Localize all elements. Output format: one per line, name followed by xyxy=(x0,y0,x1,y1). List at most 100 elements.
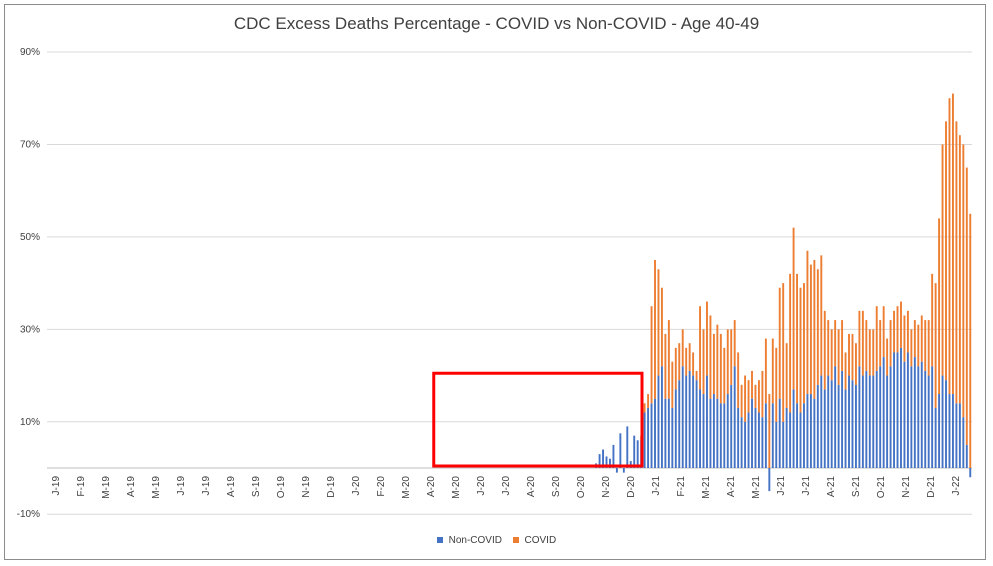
y-tick-label: 30% xyxy=(20,324,40,335)
bar-non-covid xyxy=(719,403,722,468)
bar-non-covid xyxy=(636,440,639,468)
bar-non-covid xyxy=(868,375,871,468)
bar-non-covid xyxy=(796,403,798,468)
x-tick-label: N-20 xyxy=(601,476,612,498)
bar-covid xyxy=(712,333,715,395)
bar-covid xyxy=(660,287,663,367)
bar-covid xyxy=(910,329,913,367)
legend-label-covid: COVID xyxy=(524,535,557,546)
bar-non-covid xyxy=(768,468,771,492)
bar-non-covid xyxy=(775,421,778,468)
bar-non-covid xyxy=(910,366,913,468)
bar-covid xyxy=(709,315,712,399)
bar-non-covid xyxy=(882,357,885,468)
bar-non-covid xyxy=(764,403,767,468)
bar-non-covid xyxy=(913,357,916,468)
bar-covid xyxy=(768,394,771,468)
bar-covid xyxy=(664,333,667,399)
bar-covid xyxy=(913,320,916,358)
bar-covid xyxy=(841,320,844,371)
bar-covid xyxy=(657,269,660,376)
bar-non-covid xyxy=(660,366,663,468)
bar-non-covid xyxy=(792,389,795,468)
bar-covid xyxy=(816,269,819,385)
bar-covid xyxy=(803,283,805,404)
bar-non-covid xyxy=(948,394,951,468)
bar-covid xyxy=(719,333,722,404)
bar-covid xyxy=(958,135,961,404)
bar-non-covid xyxy=(951,394,954,468)
bar-non-covid xyxy=(806,394,809,468)
bar-covid xyxy=(775,347,778,422)
y-tick-label: 50% xyxy=(20,232,40,243)
x-tick-label: D-20 xyxy=(626,476,637,498)
bar-covid xyxy=(674,347,677,390)
bar-covid xyxy=(844,352,847,390)
bar-covid xyxy=(875,306,878,371)
bar-non-covid xyxy=(958,403,961,468)
bar-covid xyxy=(879,320,882,367)
bar-non-covid xyxy=(688,370,691,468)
legend-item-non-covid: Non-COVID xyxy=(436,535,502,546)
x-tick-label: A-19 xyxy=(126,476,137,498)
x-tick-label: J-20 xyxy=(501,476,512,496)
x-tick-label: S-20 xyxy=(551,476,562,498)
bar-non-covid xyxy=(706,375,708,468)
bar-non-covid xyxy=(747,412,750,468)
bar-covid xyxy=(854,343,857,385)
bar-covid xyxy=(771,338,774,404)
bar-non-covid xyxy=(716,398,719,468)
bar-covid xyxy=(962,144,965,418)
bar-covid xyxy=(764,338,767,404)
bar-covid xyxy=(865,320,868,371)
bar-covid xyxy=(851,333,854,381)
bar-covid xyxy=(900,301,902,348)
bar-non-covid xyxy=(945,380,947,468)
bar-covid xyxy=(733,320,736,367)
bar-covid xyxy=(706,301,708,376)
bar-covid xyxy=(924,320,927,371)
x-tick-label: J-21 xyxy=(801,476,812,496)
x-tick-label: M-21 xyxy=(751,476,762,499)
x-tick-label: J-19 xyxy=(176,476,187,496)
bar-covid xyxy=(681,329,684,367)
bar-covid xyxy=(955,121,958,404)
x-tick-label: S-21 xyxy=(851,476,862,498)
gridlines xyxy=(47,51,972,515)
bar-covid xyxy=(896,306,899,353)
bar-covid xyxy=(799,287,802,413)
bar-non-covid xyxy=(671,407,674,468)
bar-non-covid xyxy=(761,417,764,468)
x-tick-label: A-20 xyxy=(526,476,537,498)
bar-covid xyxy=(827,320,830,376)
x-tick-label: O-19 xyxy=(276,476,287,499)
x-tick-label: A-20 xyxy=(426,476,437,498)
bar-covid xyxy=(941,144,944,376)
x-tick-label: N-21 xyxy=(901,476,912,498)
x-tick-label: A-21 xyxy=(726,476,737,498)
y-tick-label: 70% xyxy=(20,139,40,150)
bar-non-covid xyxy=(938,394,941,468)
bar-covid xyxy=(688,343,691,371)
bar-non-covid xyxy=(626,426,629,468)
x-tick-label: D-19 xyxy=(326,476,337,498)
bar-covid xyxy=(920,315,923,362)
bar-non-covid xyxy=(823,389,826,468)
bar-non-covid xyxy=(848,375,850,468)
bar-non-covid xyxy=(820,375,823,468)
bar-non-covid xyxy=(657,375,660,468)
x-tick-label: A-19 xyxy=(226,476,237,498)
bar-covid xyxy=(730,329,733,385)
bar-covid xyxy=(893,310,896,353)
bar-non-covid xyxy=(861,375,864,468)
bar-covid xyxy=(789,273,792,413)
bar-covid xyxy=(737,352,740,408)
x-tick-label: M-20 xyxy=(451,476,462,499)
bar-non-covid xyxy=(785,407,788,468)
x-axis-tick-labels: J-19 F-19 M-19 A-19 M-19 J-19 J-19 A-19 S-19 O-19… xyxy=(51,476,962,499)
bar-covid xyxy=(820,255,823,376)
bar-covid xyxy=(945,121,947,381)
bar-non-covid xyxy=(927,375,930,468)
bar-non-covid xyxy=(650,403,653,468)
bar-non-covid xyxy=(955,403,958,468)
